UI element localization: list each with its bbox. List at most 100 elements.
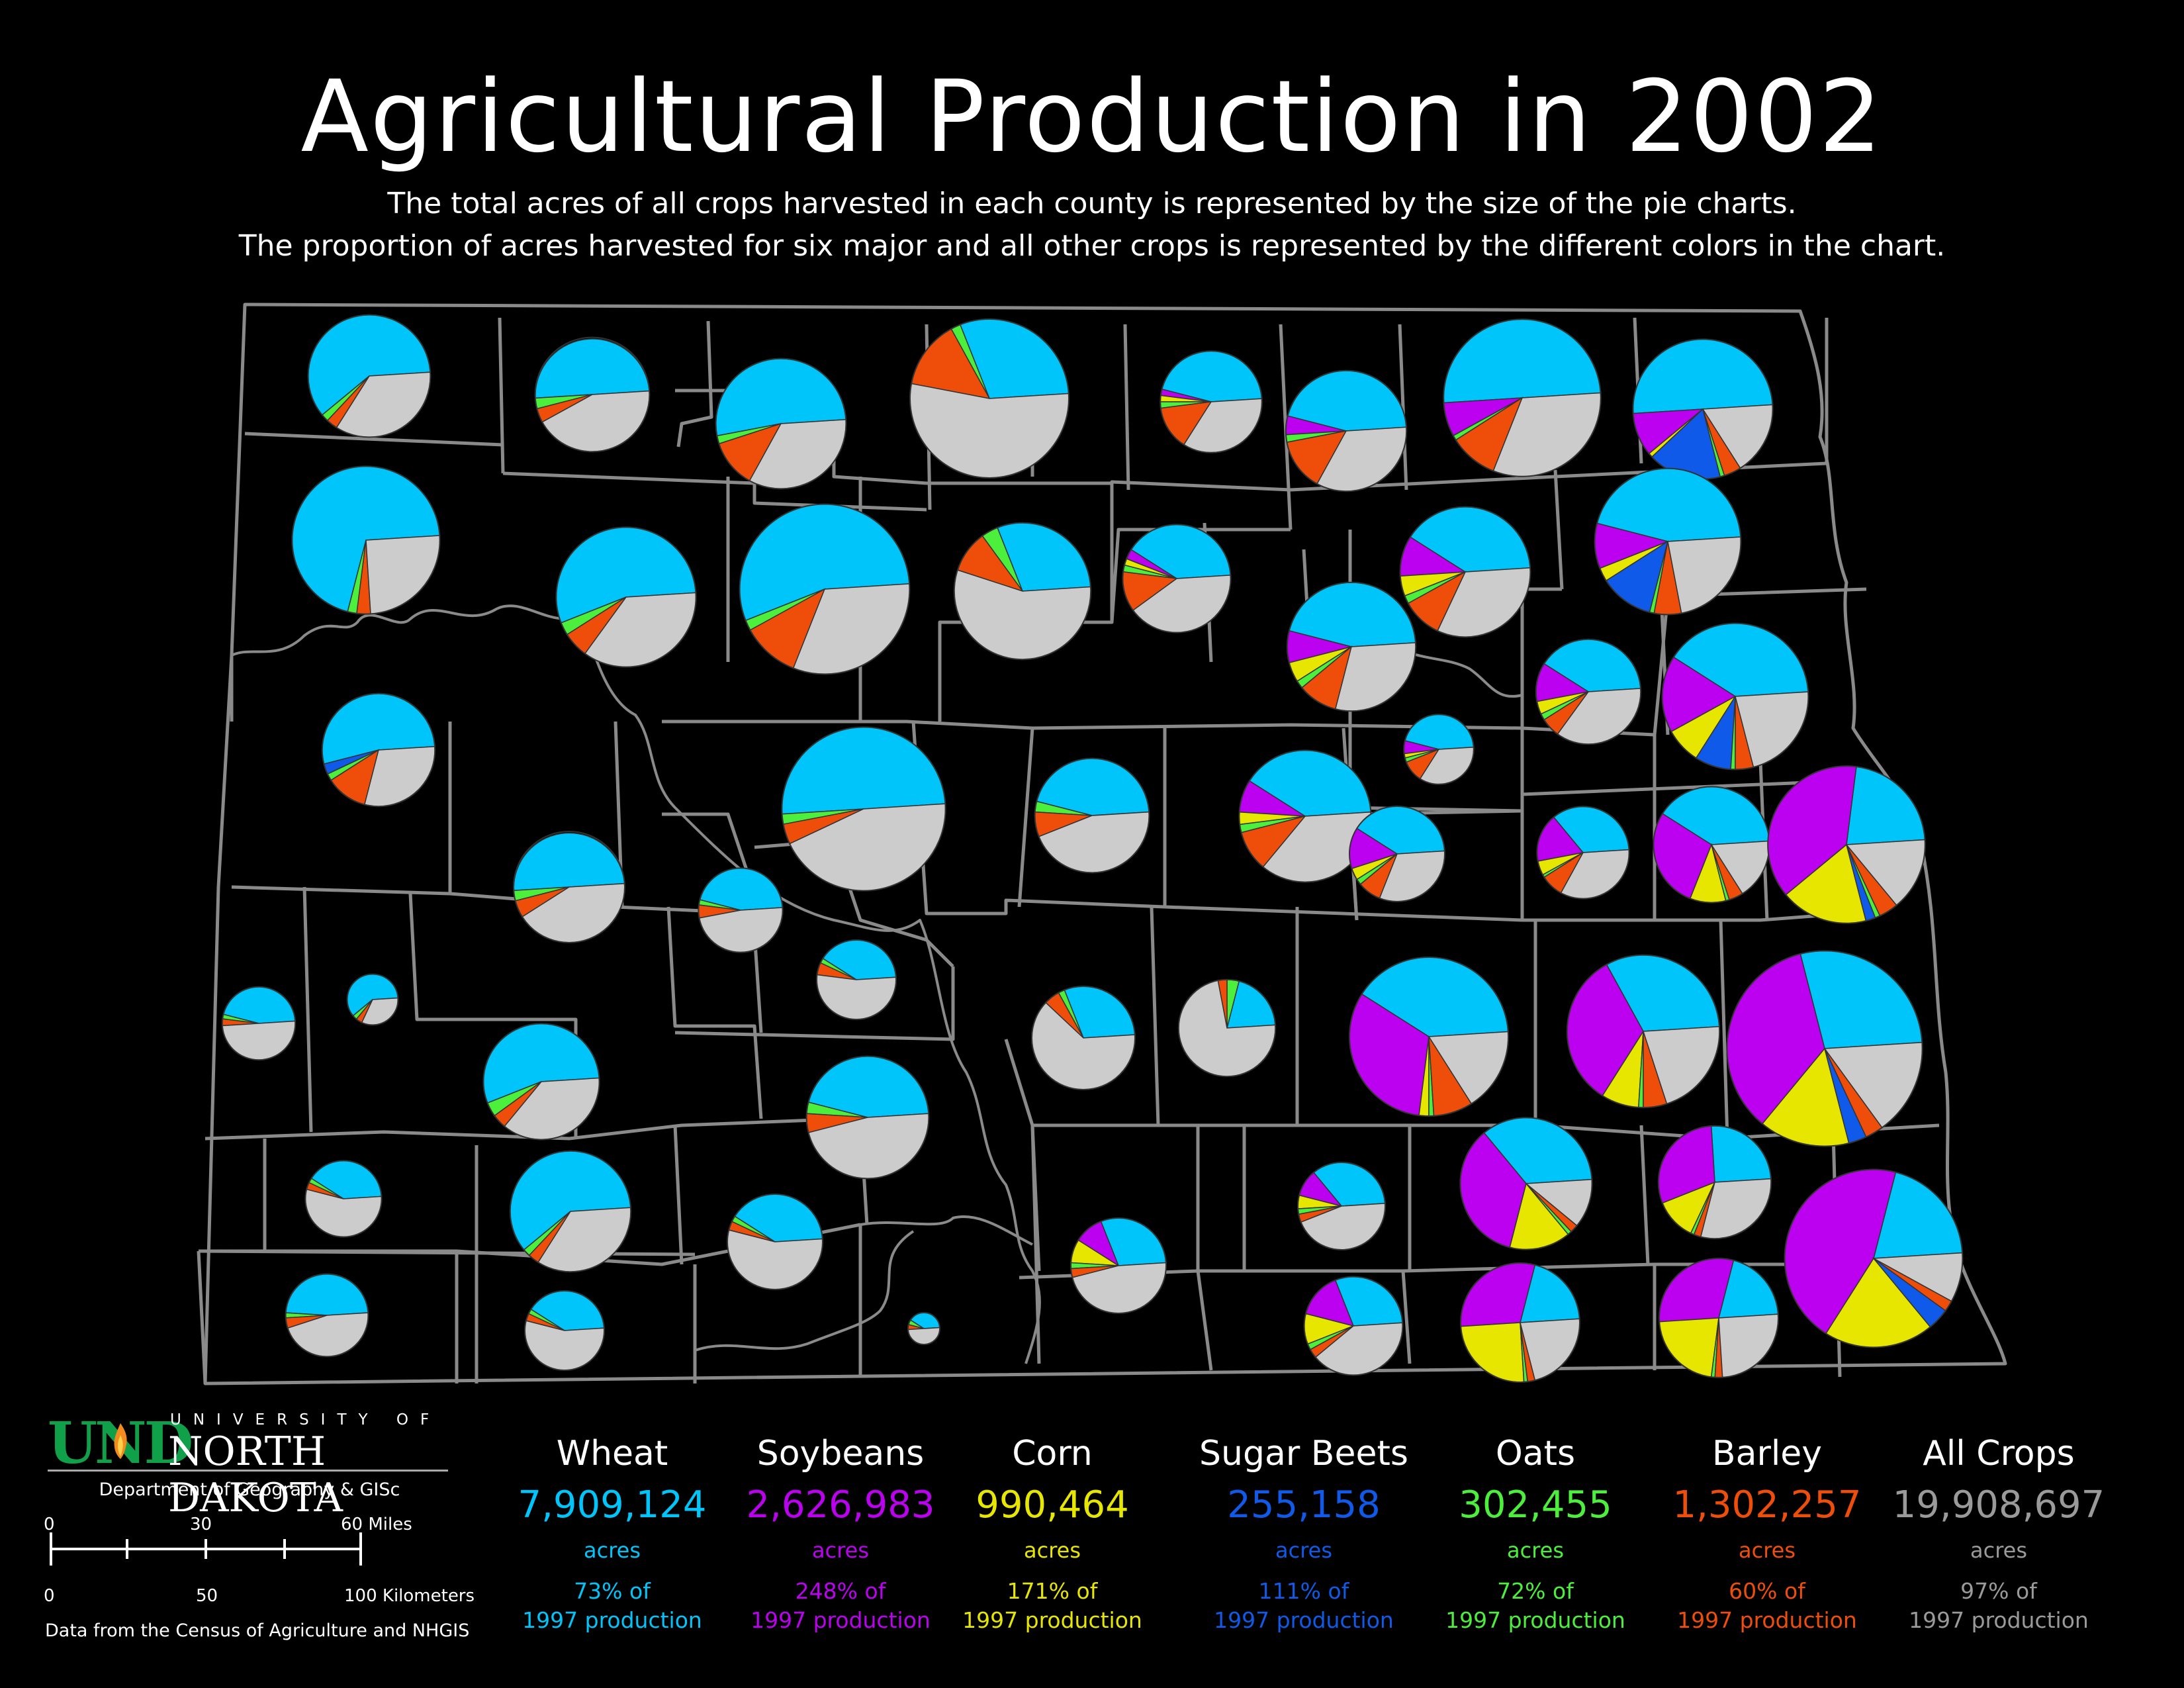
county-pie <box>909 318 1069 479</box>
legend-unit: acres <box>1738 1538 1796 1563</box>
legend-name: Corn <box>1012 1434 1093 1474</box>
scale-miles-30: 30 <box>190 1515 212 1534</box>
legend-pct: 60% of 1997 production <box>1655 1577 1880 1635</box>
logo-north-dakota: NORTH DAKOTA <box>168 1429 343 1521</box>
county-pie <box>727 1194 823 1290</box>
scale-km-100: 100 Kilometers <box>344 1586 475 1606</box>
county-pie <box>1034 757 1150 874</box>
pie-outline <box>482 1023 600 1141</box>
pie-outline <box>509 1150 632 1273</box>
legend-value: 990,464 <box>976 1483 1129 1526</box>
legend-name: Wheat <box>556 1434 668 1474</box>
pie-outline <box>907 1312 940 1345</box>
legend-sugar-beets: Sugar Beets 255,158 acres 111% of 1997 pr… <box>1191 1429 1416 1635</box>
county-pie <box>1403 714 1475 785</box>
pie-outline <box>698 867 784 953</box>
legend-pct-line-2: 1997 production <box>1445 1607 1625 1633</box>
scale-km-50: 50 <box>196 1586 218 1606</box>
county-pie <box>513 831 625 943</box>
legend-pct: 97% of 1997 production <box>1886 1577 2111 1635</box>
county-pie <box>1349 806 1445 902</box>
legend-name: All Crops <box>1923 1434 2075 1474</box>
legend-value: 1,302,257 <box>1672 1483 1862 1526</box>
legend-unit: acres <box>583 1538 641 1563</box>
pie-outline <box>346 973 399 1026</box>
county-pie <box>321 692 436 808</box>
pie-outline <box>1726 950 1923 1147</box>
county-pie <box>816 939 897 1020</box>
scale-miles-0: 0 <box>44 1515 55 1534</box>
pie-outline <box>909 318 1069 479</box>
legend-pct-line-2: 1997 production <box>962 1607 1142 1633</box>
county-pie <box>1661 622 1809 771</box>
county-pie <box>1632 338 1774 480</box>
pie-outline <box>1767 765 1926 924</box>
pie-outline <box>534 336 651 453</box>
legend-pct-line-2: 1997 production <box>751 1607 931 1633</box>
county-pies <box>221 314 1964 1383</box>
pie-outline <box>1403 714 1475 785</box>
legend-pct-line-2: 1997 production <box>1909 1607 2089 1633</box>
legend-value: 2,626,983 <box>746 1483 935 1526</box>
scale-bar <box>50 1532 362 1566</box>
county-pie <box>1443 318 1602 477</box>
legend-value: 19,908,697 <box>1892 1483 2105 1526</box>
legend-name: Sugar Beets <box>1199 1434 1408 1474</box>
pie-outline <box>1535 638 1642 745</box>
logo-divider <box>48 1470 448 1472</box>
pie-slice-other <box>907 1327 940 1345</box>
legend-value: 255,158 <box>1227 1483 1381 1526</box>
legend-pct-line-1: 248% of <box>795 1578 886 1604</box>
county-pie <box>1031 986 1136 1090</box>
pie-outline <box>953 522 1092 661</box>
legend-pct: 171% of 1997 production <box>940 1577 1165 1635</box>
pie-slice-other <box>365 535 441 615</box>
county-pie <box>1070 1217 1167 1314</box>
legend-pct: 73% of 1997 production <box>500 1577 725 1635</box>
pie-outline <box>1659 1258 1779 1378</box>
county-pie <box>304 1160 383 1238</box>
pie-outline <box>1443 318 1602 477</box>
legend-oats: Oats 302,455 acres 72% of 1997 production <box>1423 1429 1648 1635</box>
pie-outline <box>1349 957 1509 1117</box>
county-pie <box>1297 1162 1386 1250</box>
legend-name: Barley <box>1711 1434 1823 1474</box>
pie-outline <box>1349 806 1445 902</box>
legend-pct-line-2: 1997 production <box>1214 1607 1394 1633</box>
legend-pct-line-1: 97% of <box>1960 1578 2037 1604</box>
county-pie <box>555 526 697 668</box>
subtitle-line-1: The total acres of all crops harvested i… <box>387 187 1797 220</box>
county-pie <box>1594 467 1742 616</box>
county-pie <box>1459 1117 1593 1250</box>
pie-slice-other <box>222 1020 296 1060</box>
pie-outline <box>1566 954 1721 1109</box>
pie-slice-wheat <box>1632 338 1774 414</box>
legend-name: Oats <box>1495 1434 1576 1474</box>
county-pie <box>1784 1168 1964 1348</box>
pie-outline <box>1031 986 1136 1090</box>
pie-outline <box>555 526 697 668</box>
legend-unit: acres <box>1970 1538 2027 1563</box>
county-pie <box>715 357 847 490</box>
pie-outline <box>1034 757 1150 874</box>
county-pie <box>907 1312 940 1345</box>
county-pie <box>1767 765 1926 924</box>
county-pie <box>805 1055 930 1180</box>
pie-slice-wheat <box>1443 318 1602 404</box>
legend-value: 7,909,124 <box>518 1483 707 1526</box>
und-logo: UND UNIVERSITY OF NORTH DAKOTA <box>48 1410 451 1521</box>
pie-slice-wheat <box>781 726 946 815</box>
scale-km-0: 0 <box>44 1586 55 1606</box>
pie-outline <box>513 831 625 943</box>
county-pie <box>1460 1262 1580 1383</box>
pie-outline <box>221 986 296 1061</box>
legend-pct: 111% of 1997 production <box>1191 1577 1416 1635</box>
pie-outline <box>739 503 911 675</box>
missouri-river <box>231 604 1041 1364</box>
data-credit: Data from the Census of Agriculture and … <box>45 1620 470 1641</box>
pie-slice-other <box>816 974 897 1020</box>
pie-slice-other <box>1718 1313 1779 1378</box>
county-pie <box>781 726 946 892</box>
pie-outline <box>1657 1125 1772 1240</box>
legend-pct-line-2: 1997 production <box>1677 1607 1857 1633</box>
